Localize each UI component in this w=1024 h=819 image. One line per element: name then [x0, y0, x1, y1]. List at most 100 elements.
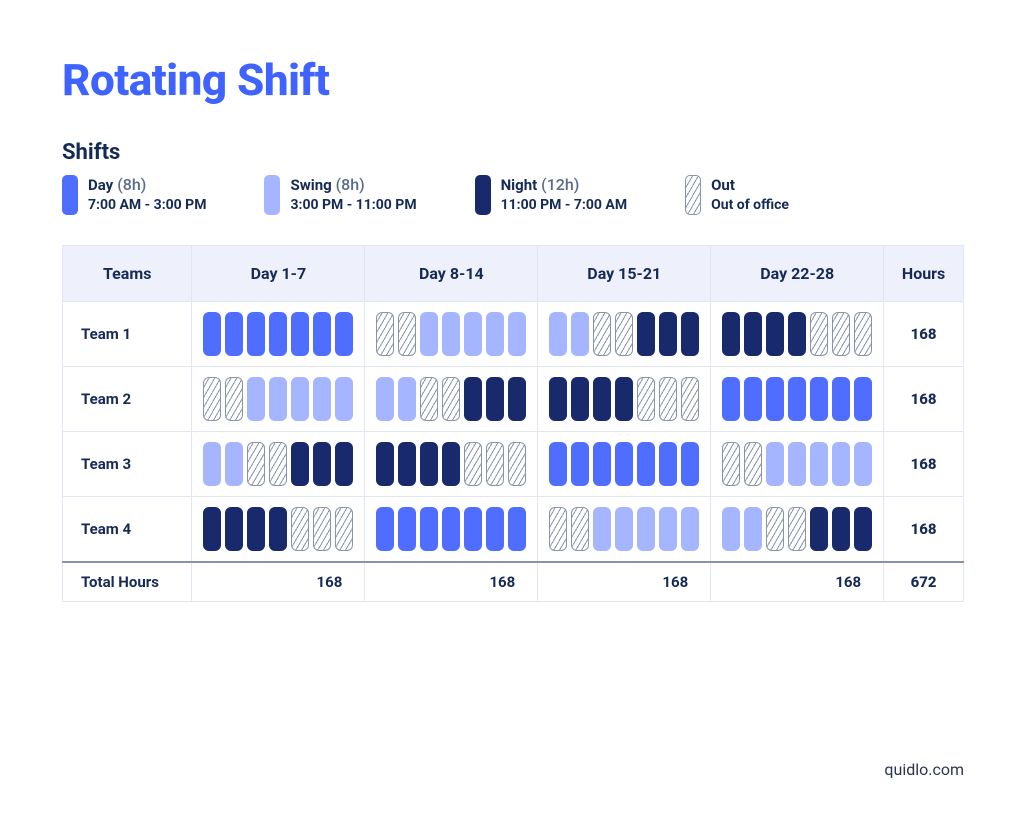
swing-chip-icon: [659, 507, 677, 551]
out-chip-icon: [637, 377, 655, 421]
team-name-cell: Team 4: [63, 497, 192, 563]
out-chip-icon: [464, 442, 482, 486]
swing-chip-icon: [681, 507, 699, 551]
night-chip-icon: [788, 312, 806, 356]
week-cell: [192, 367, 365, 432]
legend-text: Day (8h)7:00 AM - 3:00 PM: [88, 175, 206, 215]
col-header: Day 1-7: [192, 246, 365, 302]
day-chip-icon: [247, 312, 265, 356]
night-chip-icon: [442, 442, 460, 486]
shift-chips: [200, 442, 356, 486]
swing-chip-icon: [269, 377, 287, 421]
legend-item-day: Day (8h)7:00 AM - 3:00 PM: [62, 175, 206, 215]
night-chip-icon: [335, 442, 353, 486]
legend-name: Swing: [290, 176, 331, 194]
night-chip-icon: [398, 442, 416, 486]
out-chip-icon: [398, 312, 416, 356]
out-chip-icon: [788, 507, 806, 551]
out-chip-icon: [335, 507, 353, 551]
week-cell: [538, 302, 711, 367]
day-chip-icon: [810, 377, 828, 421]
day-chip-icon: [832, 377, 850, 421]
night-chip-icon: [549, 377, 567, 421]
swing-chip-icon: [247, 377, 265, 421]
swing-chip-icon: [593, 507, 611, 551]
swing-chip-icon: [335, 377, 353, 421]
day-chip-icon: [681, 442, 699, 486]
swing-chip-icon: [398, 377, 416, 421]
day-chip-icon: [615, 442, 633, 486]
day-chip-icon: [420, 507, 438, 551]
week-cell: [711, 497, 884, 563]
table-row: Team 1168: [63, 302, 964, 367]
week-cell: [192, 497, 365, 563]
day-chip-icon: [593, 442, 611, 486]
legend-hours: (8h): [336, 175, 365, 194]
out-swatch-icon: [685, 175, 701, 215]
out-chip-icon: [571, 507, 589, 551]
col-header: Day 15-21: [538, 246, 711, 302]
swing-chip-icon: [766, 442, 784, 486]
day-chip-icon: [464, 507, 482, 551]
day-chip-icon: [659, 442, 677, 486]
night-chip-icon: [832, 507, 850, 551]
night-chip-icon: [420, 442, 438, 486]
night-chip-icon: [766, 312, 784, 356]
out-chip-icon: [442, 377, 460, 421]
day-chip-icon: [744, 377, 762, 421]
shift-chips: [200, 312, 356, 356]
day-chip-icon: [637, 442, 655, 486]
out-chip-icon: [420, 377, 438, 421]
swing-chip-icon: [549, 312, 567, 356]
week-cell: [365, 497, 538, 563]
swing-chip-icon: [508, 312, 526, 356]
table-row: Team 2 168: [63, 367, 964, 432]
table-row: Team 4168: [63, 497, 964, 563]
page-title: Rotating Shift: [62, 54, 970, 106]
day-chip-icon: [442, 507, 460, 551]
shift-chips: [373, 312, 529, 356]
night-chip-icon: [486, 377, 504, 421]
table-body: Team 1168Team 2168Team 3168Team 4168Tota…: [63, 302, 964, 602]
legend-name: Out: [711, 176, 735, 194]
week-cell: [711, 432, 884, 497]
swing-chip-icon: [291, 377, 309, 421]
night-chip-icon: [681, 312, 699, 356]
swing-chip-icon: [376, 377, 394, 421]
legend-item-out: OutOut of office: [685, 175, 789, 215]
legend-text: OutOut of office: [711, 175, 789, 215]
out-chip-icon: [225, 377, 243, 421]
week-cell: [192, 432, 365, 497]
week-cell: [538, 367, 711, 432]
night-chip-icon: [744, 312, 762, 356]
shift-chips: [373, 377, 529, 421]
day-chip-icon: [549, 442, 567, 486]
out-chip-icon: [615, 312, 633, 356]
row-hours: 168: [884, 367, 964, 432]
out-chip-icon: [291, 507, 309, 551]
legend-text: Night (12h)11:00 PM - 7:00 AM: [501, 175, 628, 215]
table-row: Team 3168: [63, 432, 964, 497]
shifts-heading: Shifts: [62, 140, 970, 165]
night-chip-icon: [291, 442, 309, 486]
swing-chip-icon: [744, 507, 762, 551]
week-cell: [365, 302, 538, 367]
col-header: Day 8-14: [365, 246, 538, 302]
out-chip-icon: [508, 442, 526, 486]
swing-chip-icon: [810, 442, 828, 486]
day-chip-icon: [766, 377, 784, 421]
week-cell: [365, 367, 538, 432]
swing-chip-icon: [225, 442, 243, 486]
day-chip-icon: [722, 377, 740, 421]
swing-chip-icon: [788, 442, 806, 486]
shift-chips: [719, 507, 875, 551]
week-cell: [711, 302, 884, 367]
team-name-cell: Team 2: [63, 367, 192, 432]
day-chip-icon: [376, 507, 394, 551]
night-chip-icon: [593, 377, 611, 421]
night-swatch-icon: [475, 175, 491, 215]
shift-chips: [373, 507, 529, 551]
week-total: 168: [711, 562, 884, 602]
legend-hours: (8h): [117, 175, 146, 194]
week-cell: [538, 432, 711, 497]
